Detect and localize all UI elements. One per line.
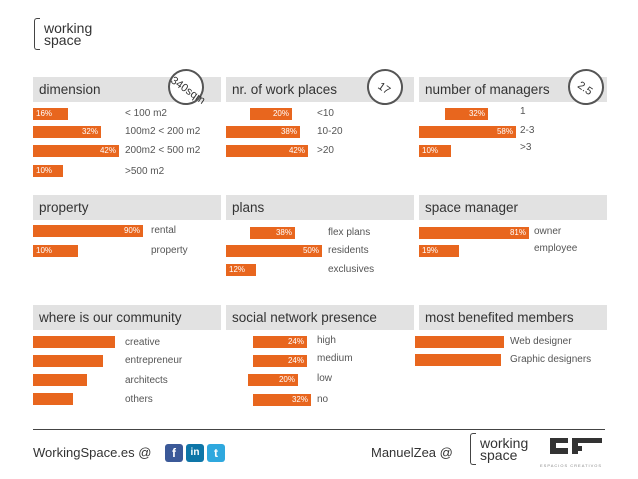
brand-logo: working space xyxy=(34,18,92,50)
space-manager-header: space manager xyxy=(419,195,607,220)
benefited-bar-1 xyxy=(415,336,504,348)
dimension-title: dimension xyxy=(39,82,101,97)
property-label-2: property xyxy=(151,245,188,256)
logo-bracket xyxy=(34,18,40,50)
dimension-label-1: < 100 m2 xyxy=(125,108,167,119)
space-manager-label-1: owner xyxy=(534,226,562,237)
community-label-2: entrepreneur xyxy=(125,355,183,366)
work-places-label-3: >20 xyxy=(317,145,334,156)
community-label-4: others xyxy=(125,394,153,405)
work-places-title: nr. of work places xyxy=(232,82,338,97)
social-bar-3: 20% xyxy=(248,374,298,386)
dimension-label-2: 100m2 < 200 m2 xyxy=(125,126,201,137)
property-bar-1: 90% xyxy=(33,225,143,237)
work-places-bar-1: 20% xyxy=(250,108,292,120)
plans-label-3: exclusives xyxy=(328,264,375,275)
benefited-header: most benefited members xyxy=(419,305,607,330)
plans-title: plans xyxy=(232,200,265,215)
plans-bar-1: 38% xyxy=(250,227,295,239)
community-label-1: creative xyxy=(125,337,161,348)
benefited-title: most benefited members xyxy=(425,310,574,325)
social-bar-1: 24% xyxy=(253,336,307,348)
property-bar-2: 10% xyxy=(33,245,78,257)
footer-divider xyxy=(33,429,605,430)
plans-bar-3: 12% xyxy=(226,264,256,276)
benefited-label-1: Web designer xyxy=(510,336,572,347)
social-header: social network presence xyxy=(226,305,414,330)
community-title: where is our community xyxy=(39,310,182,325)
managers-label-3: >3 xyxy=(520,142,532,153)
community-bar-2 xyxy=(33,355,103,367)
space-manager-label-2: employee xyxy=(534,243,578,254)
footer-logo-line-1: working xyxy=(480,435,529,451)
plans-bar-2: 50% xyxy=(226,245,322,257)
footer-left-text: WorkingSpace.es @ xyxy=(33,445,152,460)
community-bar-4 xyxy=(33,393,73,405)
social-label-1: high xyxy=(317,335,336,346)
brand-mark-icon xyxy=(550,438,602,454)
linkedin-icon[interactable]: in xyxy=(186,444,204,462)
managers-label-2: 2-3 xyxy=(520,125,535,136)
brand-caption: ESPACIOS CREATIVOS xyxy=(540,463,603,468)
work-places-bar-3: 42% xyxy=(226,145,308,157)
dimension-bar-1: 16% xyxy=(33,108,68,120)
dimension-bar-3: 42% xyxy=(33,145,119,157)
dimension-bar-4: 10% xyxy=(33,165,63,177)
dimension-badge: 340sqm xyxy=(160,61,212,113)
benefited-label-2: Graphic designers xyxy=(510,354,592,365)
dimension-label-3: 200m2 < 500 m2 xyxy=(125,145,201,156)
footer-logo-bracket xyxy=(470,433,476,465)
managers-badge: 2.5 xyxy=(560,61,612,113)
space-manager-bar-1: 81% xyxy=(419,227,529,239)
property-label-1: rental xyxy=(151,225,177,236)
work-places-badge: 17 xyxy=(359,61,411,113)
social-bar-2: 24% xyxy=(253,355,307,367)
footer-logo-line-2: space xyxy=(480,447,518,463)
social-bar-4: 32% xyxy=(253,394,311,406)
benefited-bar-2 xyxy=(415,354,501,366)
managers-label-1: 1 xyxy=(520,106,526,117)
social-title: social network presence xyxy=(232,310,377,325)
plans-header: plans xyxy=(226,195,414,220)
work-places-label-2: 10-20 xyxy=(317,126,343,137)
logo-line-2: space xyxy=(44,32,82,48)
dimension-label-4: >500 m2 xyxy=(125,166,165,177)
space-manager-bar-2: 19% xyxy=(419,245,459,257)
managers-title: number of managers xyxy=(425,82,550,97)
footer-right-text: ManuelZea @ xyxy=(371,445,453,460)
plans-label-1: flex plans xyxy=(328,227,371,238)
plans-label-2: residents xyxy=(328,245,369,256)
managers-bar-2: 58% xyxy=(419,126,516,138)
community-bar-1 xyxy=(33,336,115,348)
community-bar-3 xyxy=(33,374,87,386)
work-places-label-1: <10 xyxy=(317,108,334,119)
managers-bar-1: 32% xyxy=(445,108,488,120)
social-label-3: low xyxy=(317,373,333,384)
space-manager-title: space manager xyxy=(425,200,519,215)
dimension-bar-2: 32% xyxy=(33,126,101,138)
social-label-4: no xyxy=(317,394,329,405)
twitter-icon[interactable]: t xyxy=(207,444,225,462)
facebook-icon[interactable]: f xyxy=(165,444,183,462)
logo-line-1: working xyxy=(44,20,93,36)
social-label-2: medium xyxy=(317,353,353,364)
community-label-3: architects xyxy=(125,375,168,386)
footer-logo: working space xyxy=(470,433,528,465)
property-title: property xyxy=(39,200,89,215)
work-places-bar-2: 38% xyxy=(226,126,300,138)
managers-bar-3: 10% xyxy=(419,145,451,157)
property-header: property xyxy=(33,195,221,220)
community-header: where is our community xyxy=(33,305,221,330)
